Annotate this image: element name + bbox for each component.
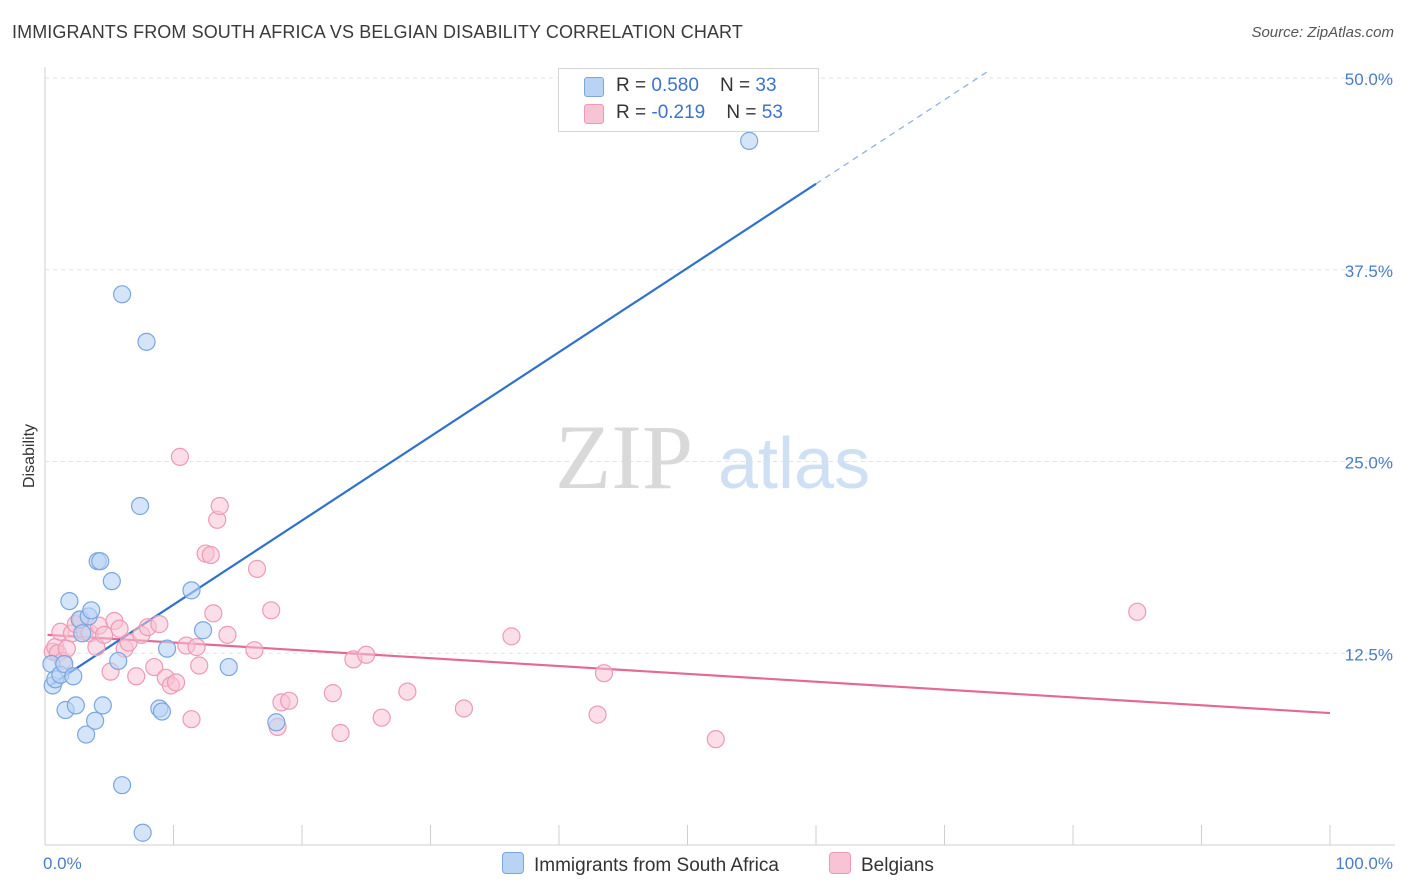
y-tick-labels: 12.5% 25.0% 37.5% 50.0% xyxy=(1345,70,1393,664)
belgians-point xyxy=(331,723,350,743)
south-africa-point xyxy=(157,639,177,658)
belgians-point xyxy=(210,496,229,516)
belgians-point xyxy=(1128,602,1147,621)
n-label: N = xyxy=(726,102,762,123)
y-tick-label: 37.5% xyxy=(1345,262,1393,281)
belgians-point xyxy=(127,667,146,686)
belgians-point xyxy=(502,627,521,646)
belgians-point xyxy=(323,684,342,703)
south-africa-point xyxy=(82,601,101,620)
r-value: -0.219 xyxy=(651,102,706,123)
south-africa-point xyxy=(112,285,132,304)
belgians-point xyxy=(182,710,201,729)
belgians-point xyxy=(190,656,209,675)
belgians-point xyxy=(588,705,607,724)
south-africa-points xyxy=(42,131,759,842)
south-africa-point xyxy=(91,552,110,571)
south-africa-point xyxy=(219,657,238,677)
belgians-point xyxy=(247,559,267,578)
belgians-point xyxy=(187,638,206,657)
y-tick-label: 12.5% xyxy=(1345,645,1393,664)
n-value: 53 xyxy=(761,102,783,123)
belgians-point xyxy=(57,639,76,658)
chart-title: IMMIGRANTS FROM SOUTH AFRICA VS BELGIAN … xyxy=(12,22,743,42)
watermark: ZIP atlas xyxy=(555,406,870,508)
south-africa-point xyxy=(112,776,132,795)
belgians-point xyxy=(150,615,169,634)
belgians-point xyxy=(245,641,264,660)
south-africa-point xyxy=(130,496,150,516)
pink-swatch xyxy=(829,852,851,874)
belgians-point xyxy=(218,625,237,644)
belgians-point xyxy=(706,730,725,749)
legend-label: Belgians xyxy=(861,855,934,876)
belgians-point xyxy=(166,673,186,692)
south-africa-point xyxy=(109,651,128,671)
belgians-point xyxy=(95,625,114,644)
belgians-point xyxy=(170,447,190,466)
axes xyxy=(44,67,1395,846)
watermark-zip: ZIP xyxy=(555,406,693,508)
belgians-point xyxy=(201,545,220,565)
n-label: N = xyxy=(720,75,756,96)
blue-swatch xyxy=(584,77,604,97)
pink-swatch xyxy=(584,104,604,124)
south-africa-point xyxy=(193,621,213,640)
r-label: R = xyxy=(616,75,652,96)
x-tick-label: 0.0% xyxy=(43,854,82,873)
south-africa-point xyxy=(740,131,759,150)
south-africa-point xyxy=(66,696,85,715)
belgians-trend-line xyxy=(47,633,1331,715)
belgians-point xyxy=(145,657,164,677)
r-value: 0.580 xyxy=(651,75,699,96)
belgians-point xyxy=(594,664,614,683)
x-tick-label: 100.0% xyxy=(1335,854,1393,873)
south-africa-point xyxy=(102,572,121,591)
belgians-point xyxy=(357,645,376,664)
belgians-point xyxy=(262,601,281,620)
belgians-point xyxy=(204,604,223,623)
correlation-legend: R = 0.580 N = 33 R = -0.219 N = 53 xyxy=(558,68,819,132)
y-axis-label: Disability xyxy=(21,424,38,488)
south-africa-point xyxy=(60,591,79,611)
south-africa-trend-line xyxy=(49,182,817,687)
n-value: 33 xyxy=(755,75,777,96)
legend-label: Immigrants from South Africa xyxy=(534,855,779,876)
belgians-point xyxy=(110,619,129,638)
legend-item-south-africa: Immigrants from South Africa xyxy=(502,852,779,876)
south-africa-point xyxy=(64,667,83,686)
south-africa-point xyxy=(182,581,201,600)
r-label: R = xyxy=(616,102,652,123)
south-africa-point xyxy=(267,713,286,732)
belgians-point xyxy=(372,708,391,727)
blue-swatch xyxy=(502,852,524,874)
legend-item-belgians: Belgians xyxy=(829,852,934,876)
x-tick-labels: 0.0% 100.0% xyxy=(43,854,1393,873)
south-africa-point xyxy=(55,654,74,674)
south-africa-point xyxy=(73,624,92,643)
south-africa-point xyxy=(86,711,105,730)
belgians-point xyxy=(280,691,299,710)
belgians-point xyxy=(398,682,417,701)
y-tick-label: 25.0% xyxy=(1345,454,1393,473)
belgians-point xyxy=(454,699,474,718)
south-africa-point xyxy=(93,696,112,715)
south-africa-point xyxy=(152,702,172,721)
source-credit: Source: ZipAtlas.com xyxy=(1251,24,1394,41)
watermark-atlas: atlas xyxy=(718,424,870,504)
gridlines xyxy=(45,77,1395,654)
south-africa-point xyxy=(77,725,96,744)
y-tick-label: 50.0% xyxy=(1345,70,1393,89)
south-africa-trend-extension xyxy=(815,69,990,185)
south-africa-point xyxy=(137,332,156,351)
south-africa-point xyxy=(133,823,152,842)
